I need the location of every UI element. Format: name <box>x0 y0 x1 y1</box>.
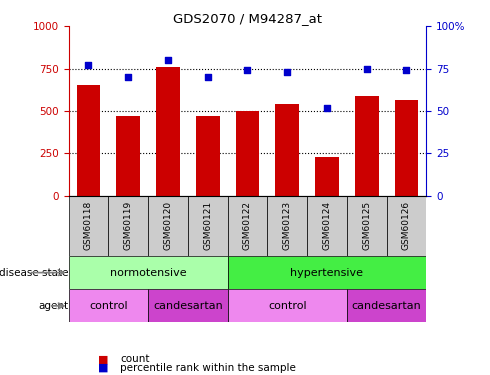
Text: count: count <box>120 354 149 364</box>
Point <box>363 66 370 72</box>
Point <box>283 69 291 75</box>
Text: disease state: disease state <box>0 268 69 278</box>
Text: GSM60121: GSM60121 <box>203 201 212 250</box>
Bar <box>196 116 220 195</box>
Text: GSM60118: GSM60118 <box>84 201 93 250</box>
FancyBboxPatch shape <box>188 195 227 256</box>
Title: GDS2070 / M94287_at: GDS2070 / M94287_at <box>173 12 322 25</box>
FancyBboxPatch shape <box>307 195 347 256</box>
Text: GSM60122: GSM60122 <box>243 201 252 250</box>
Text: control: control <box>89 301 128 311</box>
FancyBboxPatch shape <box>227 195 268 256</box>
Point <box>402 67 410 73</box>
Text: candesartan: candesartan <box>153 301 223 311</box>
Text: GSM60125: GSM60125 <box>362 201 371 250</box>
Bar <box>76 86 100 195</box>
FancyBboxPatch shape <box>69 195 108 256</box>
Bar <box>394 100 418 195</box>
FancyBboxPatch shape <box>347 289 426 322</box>
FancyBboxPatch shape <box>108 195 148 256</box>
Bar <box>275 104 299 195</box>
Text: GSM60124: GSM60124 <box>322 201 331 250</box>
Bar <box>315 157 339 195</box>
Point <box>85 62 93 68</box>
FancyBboxPatch shape <box>227 256 426 289</box>
Point <box>244 67 251 73</box>
FancyBboxPatch shape <box>387 195 426 256</box>
Text: candesartan: candesartan <box>352 301 421 311</box>
Text: control: control <box>268 301 307 311</box>
Bar <box>236 111 259 195</box>
Bar <box>355 96 379 195</box>
FancyBboxPatch shape <box>148 289 227 322</box>
Point <box>164 57 172 63</box>
FancyBboxPatch shape <box>268 195 307 256</box>
Point <box>204 74 212 80</box>
FancyBboxPatch shape <box>148 195 188 256</box>
Text: ■: ■ <box>98 354 108 364</box>
Text: GSM60119: GSM60119 <box>123 201 133 250</box>
Point <box>124 74 132 80</box>
Bar <box>156 67 180 195</box>
Text: hypertensive: hypertensive <box>291 268 364 278</box>
Bar <box>116 116 140 195</box>
Text: ■: ■ <box>98 363 108 373</box>
FancyBboxPatch shape <box>347 195 387 256</box>
Text: GSM60123: GSM60123 <box>283 201 292 250</box>
FancyBboxPatch shape <box>69 256 227 289</box>
Text: GSM60126: GSM60126 <box>402 201 411 250</box>
Text: agent: agent <box>39 301 69 311</box>
Text: percentile rank within the sample: percentile rank within the sample <box>120 363 296 373</box>
FancyBboxPatch shape <box>227 289 347 322</box>
Text: GSM60120: GSM60120 <box>164 201 172 250</box>
FancyBboxPatch shape <box>69 289 148 322</box>
Text: normotensive: normotensive <box>110 268 186 278</box>
Point <box>323 105 331 111</box>
